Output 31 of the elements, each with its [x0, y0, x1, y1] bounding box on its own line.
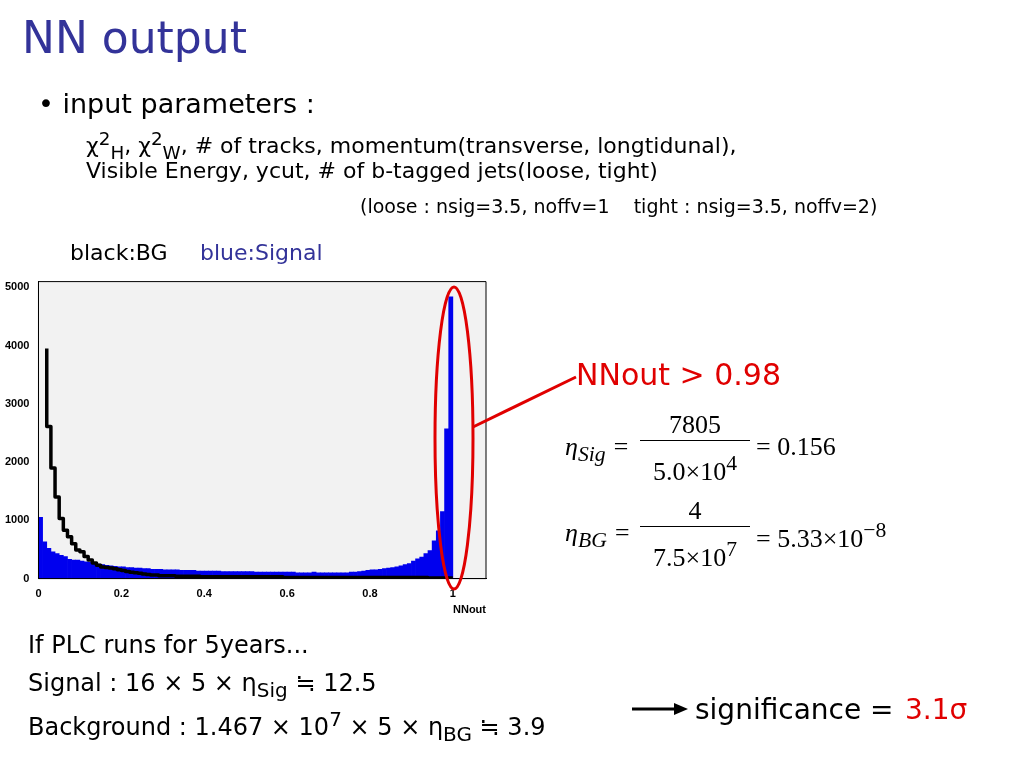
text: 5.0×10$^{4}$	[652, 451, 738, 487]
text: 4	[640, 496, 750, 527]
text: 7.5×10$^{7}$	[652, 537, 738, 573]
text: Background : 1.467 × 10$^{7}$ × 5 × η$_{BG}$ ≒ 3.9	[28, 707, 546, 746]
y-tick-label: 5000	[4, 280, 30, 293]
x-tick-label: 0.8	[362, 587, 378, 600]
x-tick-label: 0.2	[113, 587, 129, 600]
x-tick-label: 0.4	[196, 587, 213, 600]
text: significance =	[695, 693, 895, 727]
x-tick-label: 0	[35, 587, 42, 600]
text: blue:Signal	[200, 240, 323, 266]
text: η$_{Sig}$ =	[565, 432, 630, 468]
text: = 5.33×10$^{−8}$	[756, 518, 887, 554]
y-tick-label: 4000	[4, 338, 30, 351]
text: black:BG	[70, 240, 168, 266]
y-tick-label: 1000	[4, 513, 30, 526]
text: NNout > 0.98	[576, 357, 782, 393]
text: η$_{BG}$ =	[565, 518, 631, 554]
text: • input parameters :	[38, 88, 315, 120]
text: (loose : nsig=3.5, noffv=1 tight : nsig=3.5, noffv=2)	[360, 195, 878, 218]
text: If PLC runs for 5years...	[28, 631, 309, 660]
y-tick-label: 3000	[4, 396, 30, 409]
x-axis-title: NNout	[453, 603, 487, 616]
text: 3.1σ	[905, 693, 968, 727]
text: 7805	[640, 410, 750, 441]
text: Signal : 16 × 5 × η$_{Sig}$ ≒ 12.5	[28, 669, 377, 702]
text: = 0.156	[756, 432, 836, 462]
x-tick-label: 0.6	[279, 587, 295, 600]
chart-title: NN output	[22, 12, 247, 63]
y-tick-label: 2000	[4, 455, 30, 468]
y-tick-label: 0	[23, 571, 30, 584]
